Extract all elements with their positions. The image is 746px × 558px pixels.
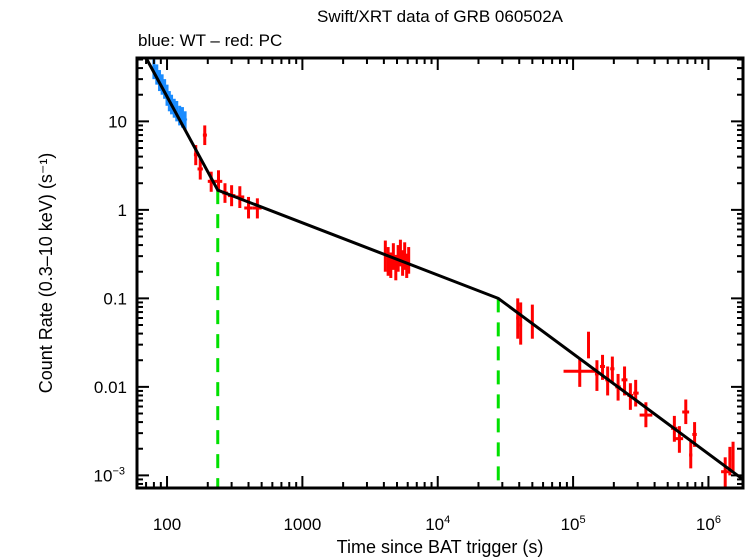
- x-tick-labels: 100 1000 104 105 106: [153, 514, 721, 534]
- data-point: [633, 379, 639, 407]
- break-markers: [216, 190, 500, 488]
- data-point: [563, 358, 597, 387]
- model-line: [144, 57, 744, 481]
- y-tick-label: 10: [108, 112, 127, 131]
- data-point: [519, 302, 523, 345]
- data-points: [151, 58, 735, 490]
- chart-title: Swift/XRT data of GRB 060502A: [317, 7, 564, 26]
- data-point: [610, 356, 615, 384]
- data-point: [386, 247, 390, 276]
- data-point: [202, 125, 207, 146]
- data-point: [731, 441, 735, 472]
- x-axis-label: Time since BAT trigger (s): [337, 537, 544, 557]
- x-tick-label: 100: [153, 515, 181, 534]
- data-point: [516, 298, 520, 339]
- chart-subtitle: blue: WT – red: PC: [138, 31, 282, 50]
- y-tick-label: 0.1: [103, 289, 127, 308]
- data-point: [403, 242, 407, 270]
- series-pc: [193, 125, 735, 490]
- x-tick-label: 104: [425, 514, 450, 534]
- data-point: [689, 441, 693, 469]
- y-tick-label: 1: [118, 201, 127, 220]
- x-tick-label: 105: [561, 514, 586, 534]
- plot-frame: [135, 56, 745, 490]
- data-point: [682, 399, 690, 425]
- data-point: [405, 253, 409, 278]
- x-tick-label: 1000: [283, 515, 321, 534]
- data-point: [214, 170, 223, 192]
- data-point: [407, 247, 411, 274]
- y-tick-label: 10−3: [94, 465, 125, 485]
- y-tick-labels: 10 1 0.1 0.01 10−3: [94, 112, 127, 485]
- y-tick-label: 0.01: [94, 378, 127, 397]
- x-tick-label: 106: [696, 514, 721, 534]
- axis-ticks: [136, 58, 743, 488]
- data-point: [587, 331, 591, 359]
- data-point: [252, 198, 262, 219]
- series-wt: [151, 58, 188, 130]
- data-point: [721, 457, 730, 490]
- y-axis-label: Count Rate (0.3–10 keV) (s⁻¹): [36, 153, 56, 394]
- data-point: [594, 360, 599, 391]
- model-fit: [144, 57, 744, 481]
- data-point: [197, 158, 203, 180]
